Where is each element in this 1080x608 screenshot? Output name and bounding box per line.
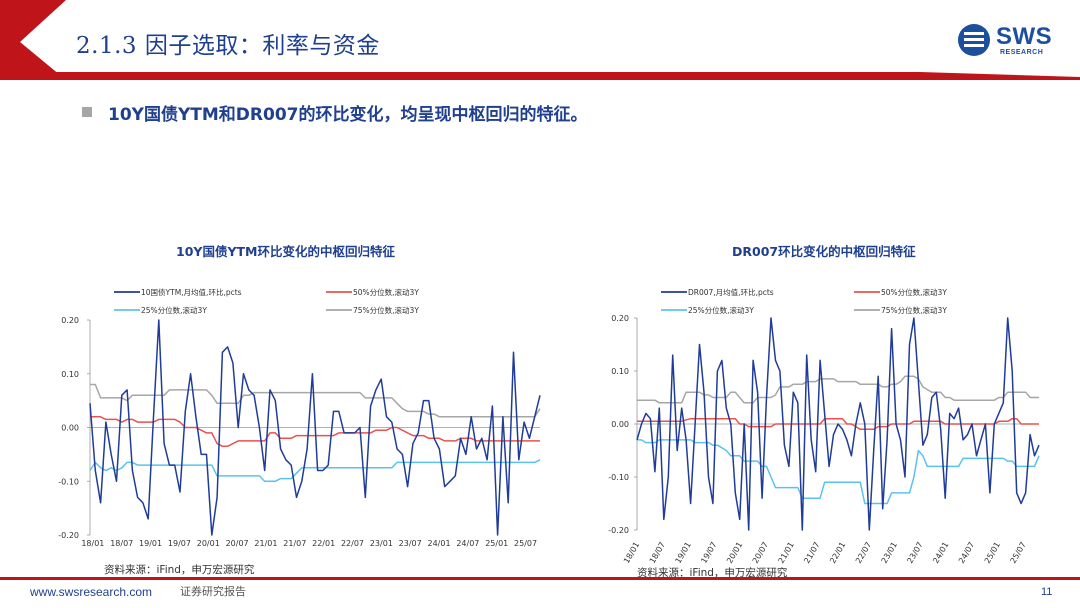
- x-tick-label: 22/01: [312, 539, 335, 548]
- footer-note: 证券研究报告: [180, 585, 246, 598]
- x-tick-label: 21/01: [777, 541, 796, 565]
- y-tick-label: 0.20: [611, 314, 629, 323]
- p75-series: [90, 383, 541, 418]
- p25-series: [637, 439, 1040, 505]
- logo-subtext: RESEARCH: [1000, 49, 1044, 56]
- sws-logo-icon: [958, 24, 990, 56]
- x-tick-label: 23/01: [370, 539, 393, 548]
- x-tick-label: 22/07: [854, 541, 873, 565]
- page-number: 11: [1041, 586, 1053, 598]
- legend-label: 10国债YTM,月均值,环比,pcts: [141, 287, 242, 297]
- main-series: [89, 319, 541, 536]
- x-tick-label: 25/01: [983, 541, 1002, 565]
- bullet-square-icon: [82, 107, 92, 117]
- x-tick-label: 18/07: [110, 539, 133, 548]
- y-tick-label: -0.20: [58, 531, 79, 540]
- x-tick-label: 22/01: [828, 541, 847, 565]
- x-tick-label: 20/07: [226, 539, 249, 548]
- x-tick-label: 25/01: [485, 539, 508, 548]
- chart-1-source: 资料来源：iFind，申万宏源研究: [104, 564, 255, 576]
- x-tick-label: 25/07: [1009, 541, 1028, 565]
- header-band: [0, 0, 1080, 80]
- x-tick-label: 19/07: [699, 541, 718, 565]
- x-tick-label: 19/07: [168, 539, 191, 548]
- x-tick-label: 24/01: [931, 541, 950, 565]
- x-tick-label: 25/07: [514, 539, 537, 548]
- x-tick-label: 24/01: [428, 539, 451, 548]
- x-tick-label: 18/01: [81, 539, 104, 548]
- x-tick-label: 21/01: [254, 539, 277, 548]
- y-tick-label: 0.00: [611, 420, 629, 429]
- footer-divider: [0, 577, 1080, 580]
- x-tick-label: 18/01: [622, 541, 641, 565]
- legend-label: 75%分位数,滚动3Y: [881, 305, 947, 315]
- legend-label: 50%分位数,滚动3Y: [881, 287, 947, 297]
- x-tick-label: 21/07: [283, 539, 306, 548]
- x-tick-label: 18/07: [648, 541, 667, 565]
- main-series: [636, 317, 1040, 531]
- x-tick-label: 24/07: [957, 541, 976, 565]
- x-tick-label: 23/07: [399, 539, 422, 548]
- chart-dr007: 0.20 0.10 0.00 -0.10 -0.20 18/01 18/07 19/01 19/…: [608, 287, 1040, 565]
- x-tick-label: 21/07: [802, 541, 821, 565]
- y-tick-label: 0.00: [61, 424, 79, 433]
- logo-text: SWS: [996, 23, 1053, 50]
- x-tick-label: 20/07: [751, 541, 770, 565]
- x-tick-label: 22/07: [341, 539, 364, 548]
- y-tick-label: -0.10: [58, 477, 79, 486]
- legend-label: 50%分位数,滚动3Y: [353, 287, 419, 297]
- x-tick-label: 23/07: [905, 541, 924, 565]
- x-tick-label: 20/01: [197, 539, 220, 548]
- x-tick-label: 19/01: [674, 541, 693, 565]
- chart-2-source: 资料来源：iFind，申万宏源研究: [637, 567, 788, 579]
- y-tick-label: -0.10: [608, 473, 629, 482]
- y-tick-label: 0.10: [61, 370, 79, 379]
- page-title: 2.1.3 因子选取：利率与资金: [76, 33, 380, 59]
- chart-2-title: DR007环比变化的中枢回归特征: [732, 244, 916, 259]
- legend-label: 25%分位数,滚动3Y: [688, 305, 754, 315]
- legend-label: 75%分位数,滚动3Y: [353, 305, 419, 315]
- x-tick-label: 23/01: [880, 541, 899, 565]
- y-tick-label: 0.20: [61, 316, 79, 325]
- legend-label: DR007,月均值,环比,pcts: [688, 287, 774, 297]
- chart-1-title: 10Y国债YTM环比变化的中枢回归特征: [176, 244, 395, 259]
- y-tick-label: -0.20: [608, 526, 629, 535]
- y-tick-label: 0.10: [611, 367, 629, 376]
- bullet-text: 10Y国债YTM和DR007的环比变化，均呈现中枢回归的特征。: [108, 105, 588, 125]
- x-tick-label: 24/07: [456, 539, 479, 548]
- legend-label: 25%分位数,滚动3Y: [141, 305, 207, 315]
- x-tick-label: 19/01: [139, 539, 162, 548]
- footer-url-link[interactable]: www.swsresearch.com: [30, 585, 153, 599]
- p25-series: [89, 459, 541, 483]
- x-tick-label: 20/01: [725, 541, 744, 565]
